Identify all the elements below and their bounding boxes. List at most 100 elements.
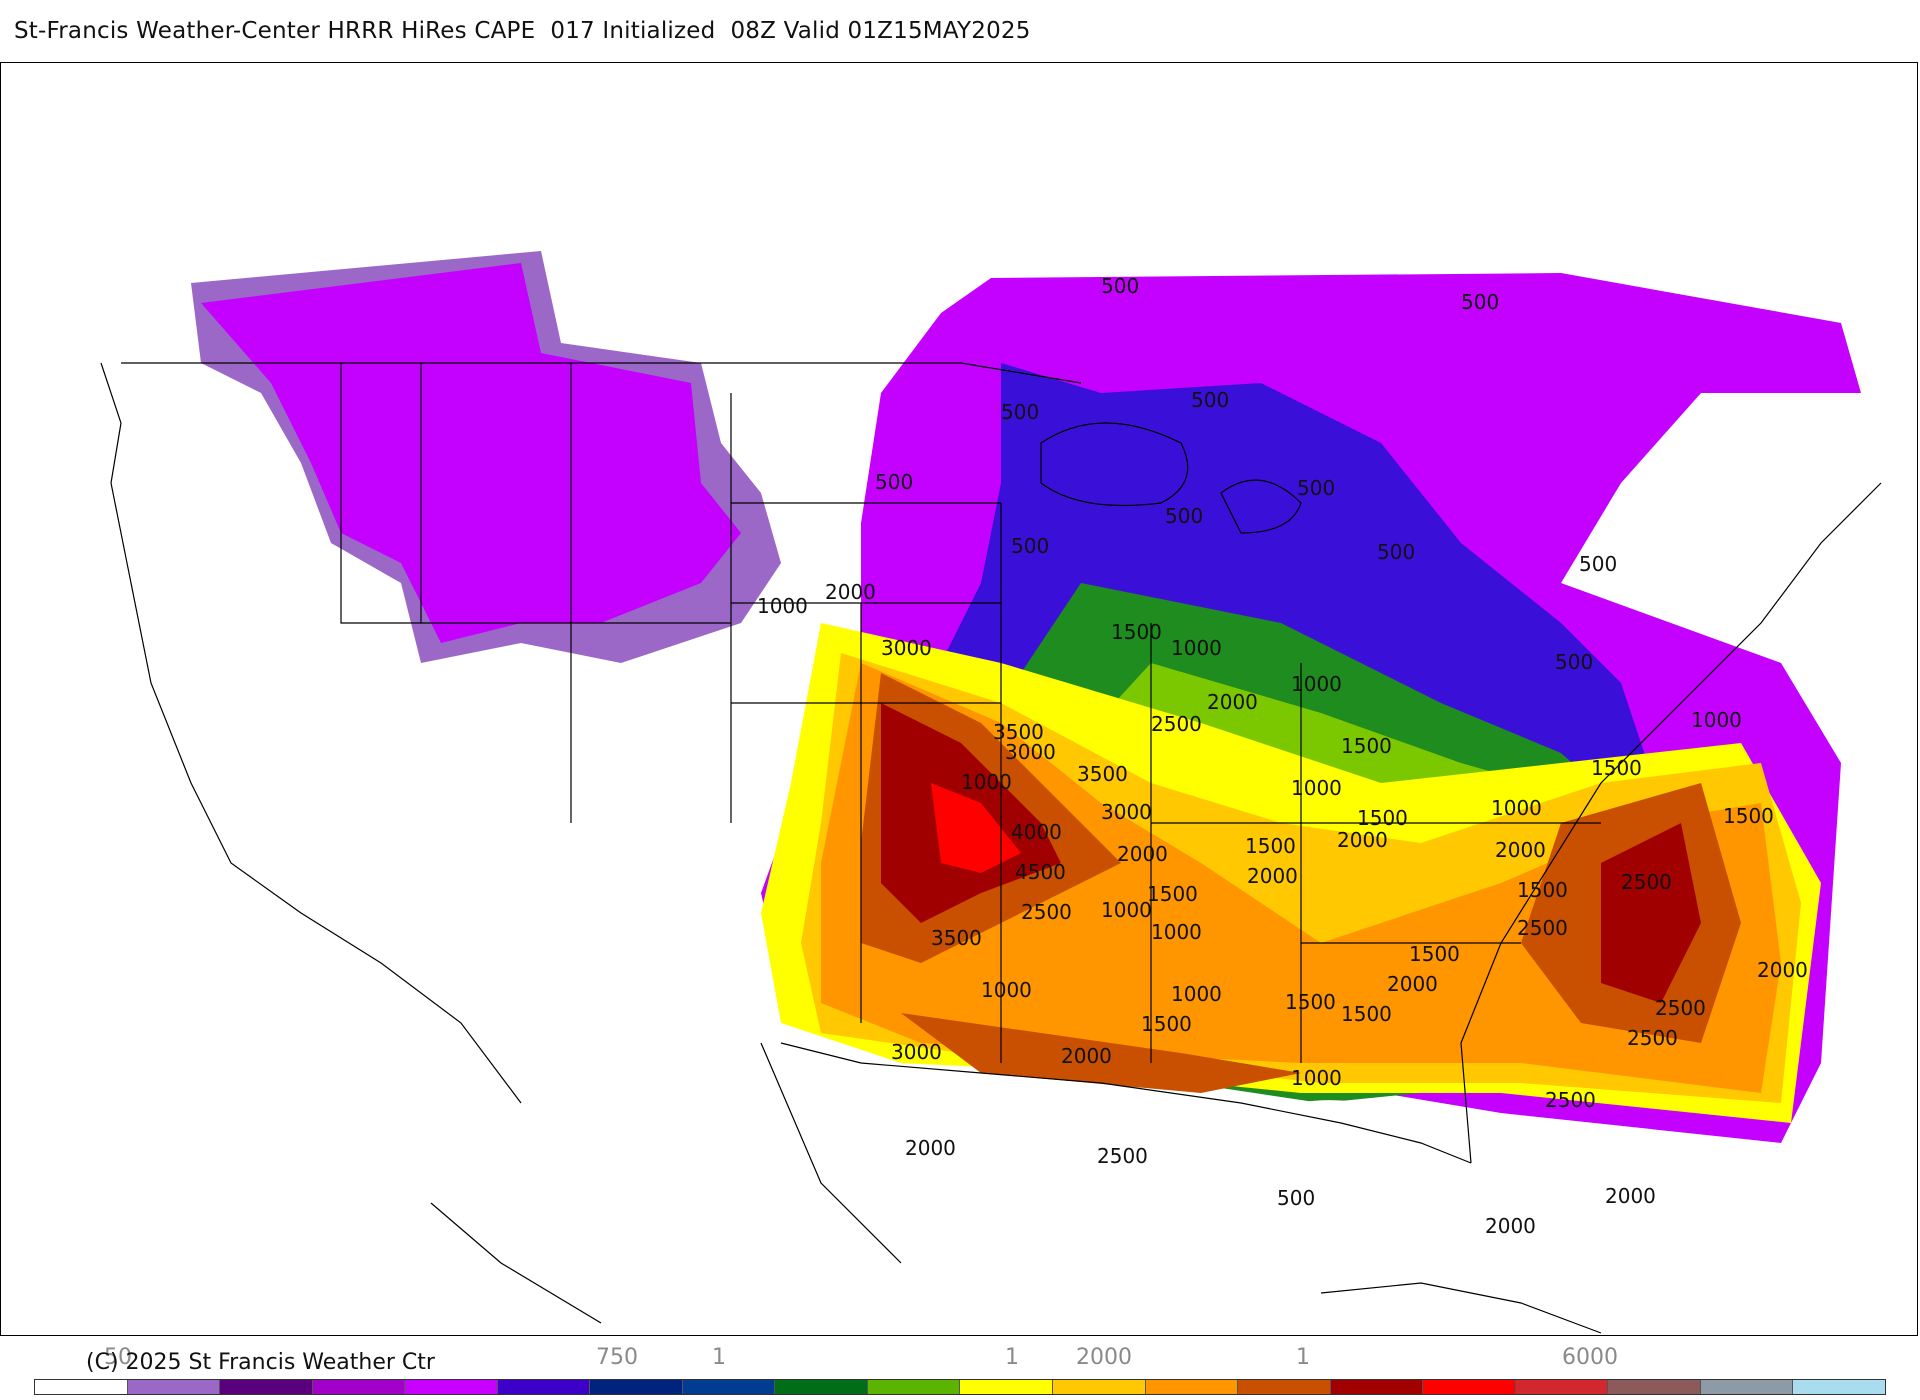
state-lines-central xyxy=(731,502,1152,1063)
contour-label: 500 xyxy=(1461,290,1499,314)
contour-label: 2000 xyxy=(1337,828,1388,852)
contour-label: 2000 xyxy=(1605,1184,1656,1208)
legend-tick: 2000 xyxy=(1076,1345,1132,1370)
contour-label: 500 xyxy=(1011,534,1049,558)
contour-label: 3500 xyxy=(1077,762,1128,786)
contour-label: 1500 xyxy=(1409,942,1460,966)
colorbar-segment xyxy=(1700,1380,1794,1394)
contour-label: 500 xyxy=(1191,388,1229,412)
colorbar-segment xyxy=(867,1380,961,1394)
contour-label: 1000 xyxy=(1291,1066,1342,1090)
contour-label: 4500 xyxy=(1015,860,1066,884)
contour-label: 1500 xyxy=(1285,990,1336,1014)
map-title: St-Francis Weather-Center HRRR HiRes CAP… xyxy=(14,18,1031,44)
us-west-coast xyxy=(100,362,522,1104)
contour-label: 4000 xyxy=(1011,820,1062,844)
contour-label: 500 xyxy=(1101,274,1139,298)
contour-label: 2500 xyxy=(1621,870,1672,894)
colorbar-segment xyxy=(960,1380,1054,1394)
mexico-coast xyxy=(430,1042,902,1324)
colorbar-segment xyxy=(590,1380,683,1394)
contour-label: 500 xyxy=(1297,476,1335,500)
colorbar-segment xyxy=(127,1380,221,1394)
contour-label: 1500 xyxy=(1341,734,1392,758)
weather-map: 500 500 500 500 500 500 500 500 500 500 … xyxy=(0,62,1918,1336)
contour-label: 1000 xyxy=(1101,898,1152,922)
colorbar-segment xyxy=(1793,1380,1885,1394)
colorbar-segment xyxy=(1238,1380,1331,1394)
us-east-coast xyxy=(1460,482,1882,1164)
contour-label: 2500 xyxy=(1627,1026,1678,1050)
great-lakes xyxy=(1040,422,1302,534)
contour-label: 2500 xyxy=(1021,900,1072,924)
state-lines-east xyxy=(1151,663,1601,1063)
contour-label: 2000 xyxy=(1207,690,1258,714)
colorbar-segment xyxy=(1515,1380,1609,1394)
cape-map-svg: 500 500 500 500 500 500 500 500 500 500 … xyxy=(100,251,1882,1334)
contour-label: 2000 xyxy=(1495,838,1546,862)
contour-label: 3500 xyxy=(993,720,1044,744)
contour-label: 2000 xyxy=(825,580,876,604)
cape-layer-orange xyxy=(821,663,1781,1093)
legend-tick: 1 xyxy=(1296,1345,1310,1370)
contour-label: 500 xyxy=(1277,1186,1315,1210)
contour-label: 1500 xyxy=(1723,804,1774,828)
contour-labels: 500 500 500 500 500 500 500 500 500 500 … xyxy=(757,274,1808,1238)
state-lines-west xyxy=(340,363,732,823)
contour-label: 1500 xyxy=(1245,834,1296,858)
colorbar-segment xyxy=(497,1380,591,1394)
contour-label: 3500 xyxy=(931,926,982,950)
contour-label: 2500 xyxy=(1545,1088,1596,1112)
contour-label: 1000 xyxy=(1171,636,1222,660)
legend-tick: 1 xyxy=(1005,1345,1019,1370)
cape-layer-red xyxy=(931,783,1021,873)
contour-label: 500 xyxy=(1377,540,1415,564)
contour-label: 2000 xyxy=(1485,1214,1536,1238)
contour-label: 1000 xyxy=(1291,672,1342,696)
contour-label: 1000 xyxy=(1171,982,1222,1006)
colorbar-segment xyxy=(220,1380,313,1394)
contour-label: 3000 xyxy=(1101,800,1152,824)
contour-label: 2500 xyxy=(1151,712,1202,736)
contour-label: 1500 xyxy=(1111,620,1162,644)
contour-label: 3000 xyxy=(1005,740,1056,764)
contour-label: 500 xyxy=(1001,400,1039,424)
contour-label: 2000 xyxy=(1061,1044,1112,1068)
colorbar-segment xyxy=(1145,1380,1239,1394)
colorbar-segment xyxy=(1053,1380,1146,1394)
contour-label: 2500 xyxy=(1655,996,1706,1020)
contour-label: 2000 xyxy=(1757,958,1808,982)
cuba-coast xyxy=(1320,1282,1602,1334)
contour-label: 1000 xyxy=(1491,796,1542,820)
colorbar-segment xyxy=(1608,1380,1701,1394)
contour-label: 1000 xyxy=(1691,708,1742,732)
colorbar-segment xyxy=(312,1380,406,1394)
legend-tick: 50 xyxy=(104,1345,132,1370)
contour-label: 3000 xyxy=(881,636,932,660)
legend-tick: 6000 xyxy=(1562,1345,1618,1370)
contour-label: 3000 xyxy=(891,1040,942,1064)
contour-label: 1500 xyxy=(1341,1002,1392,1026)
contour-label: 2000 xyxy=(1117,842,1168,866)
contour-label: 2000 xyxy=(905,1136,956,1160)
contour-label: 500 xyxy=(1165,504,1203,528)
contour-label: 500 xyxy=(875,470,913,494)
colorbar-segment xyxy=(682,1380,776,1394)
contour-label: 2000 xyxy=(1387,972,1438,996)
contour-label: 2500 xyxy=(1517,916,1568,940)
cape-colorbar xyxy=(34,1379,1886,1395)
contour-label: 1000 xyxy=(1151,920,1202,944)
contour-label: 500 xyxy=(1579,552,1617,576)
contour-label: 1000 xyxy=(1291,776,1342,800)
colorbar-segment xyxy=(775,1380,868,1394)
cape-layer-dark-red xyxy=(881,703,1701,1003)
contour-label: 1000 xyxy=(981,978,1032,1002)
contour-label: 1500 xyxy=(1147,882,1198,906)
colorbar-segment xyxy=(1423,1380,1516,1394)
gulf-low-cape-hole xyxy=(1251,1100,1426,1195)
colorbar-segment xyxy=(405,1380,498,1394)
contour-label: 1000 xyxy=(961,770,1012,794)
contour-label: 1000 xyxy=(757,594,808,618)
contour-label: 1500 xyxy=(1357,806,1408,830)
us-gulf-coast xyxy=(780,1042,1472,1164)
